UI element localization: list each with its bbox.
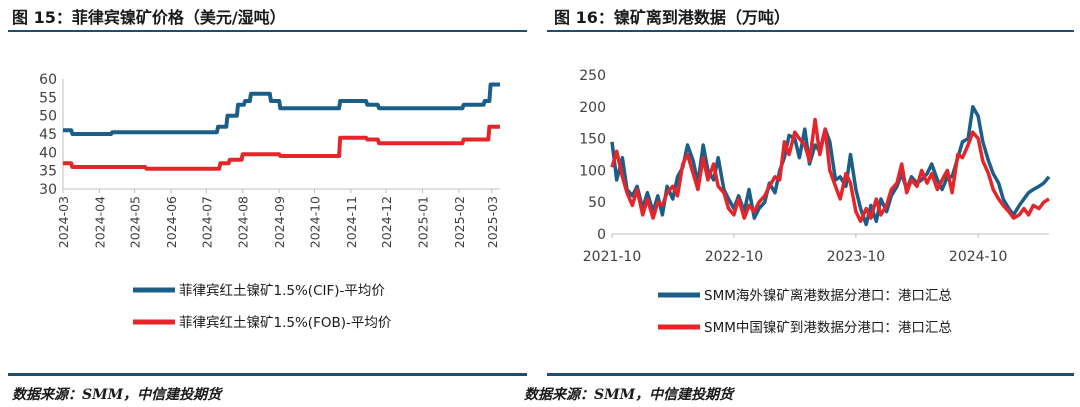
right-chart-title: 图 16：镍矿离到港数据（万吨）	[554, 8, 790, 27]
x-tick-label: 2024-04	[92, 196, 107, 248]
y-tick-label: 35	[39, 164, 57, 180]
y-tick-label: 250	[579, 68, 606, 84]
legend-label-1: 菲律宾红土镍矿1.5%(CIF)-平均价	[179, 283, 385, 299]
left-source-note: 数据来源：SMM，中信建投期货	[12, 387, 222, 403]
legend-label-2: 菲律宾红土镍矿1.5%(FOB)-平均价	[179, 315, 392, 331]
right-bottom-rule	[547, 373, 1074, 376]
right-source-note: 数据来源：SMM，中信建投期货	[524, 387, 734, 403]
y-tick-label: 0	[597, 227, 606, 243]
x-tick-label: 2025-02	[452, 196, 467, 248]
x-tick-label: 2024-05	[128, 196, 143, 248]
x-tick-label: 2024-12	[379, 196, 394, 248]
x-tick-label: 2024-10	[949, 249, 1008, 265]
right-title-rule	[547, 30, 1074, 32]
y-tick-label: 50	[39, 109, 57, 125]
x-tick-label: 2021-10	[583, 249, 642, 265]
y-tick-label: 55	[39, 90, 57, 106]
legend-label-2: SMM中国镍矿到港数据分港口：港口汇总	[704, 320, 952, 336]
left-chart-title: 图 15：菲律宾镍矿价格（美元/湿吨）	[12, 8, 286, 27]
legend-label-1: SMM海外镍矿离港数据分港口：港口汇总	[704, 287, 952, 304]
left-chart: 30 35 40 45 50 55 60 2024-03 2024-04 2024-05 2024-…	[39, 72, 500, 331]
x-tick-label: 2024-08	[236, 196, 251, 248]
x-tick-label: 2023-10	[827, 249, 886, 265]
x-tick-label: 2024-11	[344, 196, 359, 248]
y-tick-label: 50	[588, 195, 606, 211]
right-chart: 0 50 100 150 200 250 2021-10 2022-10 2023-10 2024…	[579, 68, 1051, 336]
y-tick-label: 45	[39, 127, 57, 143]
y-tick-label: 200	[579, 100, 606, 116]
x-tick-label: 2025-03	[485, 196, 500, 248]
y-tick-label: 40	[39, 145, 57, 161]
x-tick-label: 2024-07	[199, 196, 214, 248]
left-bottom-rule	[8, 373, 527, 376]
y-tick-label: 100	[579, 163, 606, 179]
left-title-rule	[8, 30, 527, 32]
series-line-fob	[63, 124, 500, 171]
series-line-china-arrivals	[610, 117, 1050, 224]
x-tick-label: 2024-10	[307, 196, 322, 248]
series-line-cif	[63, 82, 500, 136]
x-tick-label: 2024-06	[164, 196, 179, 248]
y-tick-label: 150	[579, 132, 606, 148]
x-tick-label: 2025-01	[415, 196, 430, 248]
x-tick-label: 2022-10	[705, 249, 764, 265]
x-tick-label: 2024-09	[272, 196, 287, 248]
y-tick-label: 30	[39, 182, 57, 198]
y-tick-label: 60	[39, 72, 57, 88]
x-tick-label: 2024-03	[56, 196, 71, 248]
